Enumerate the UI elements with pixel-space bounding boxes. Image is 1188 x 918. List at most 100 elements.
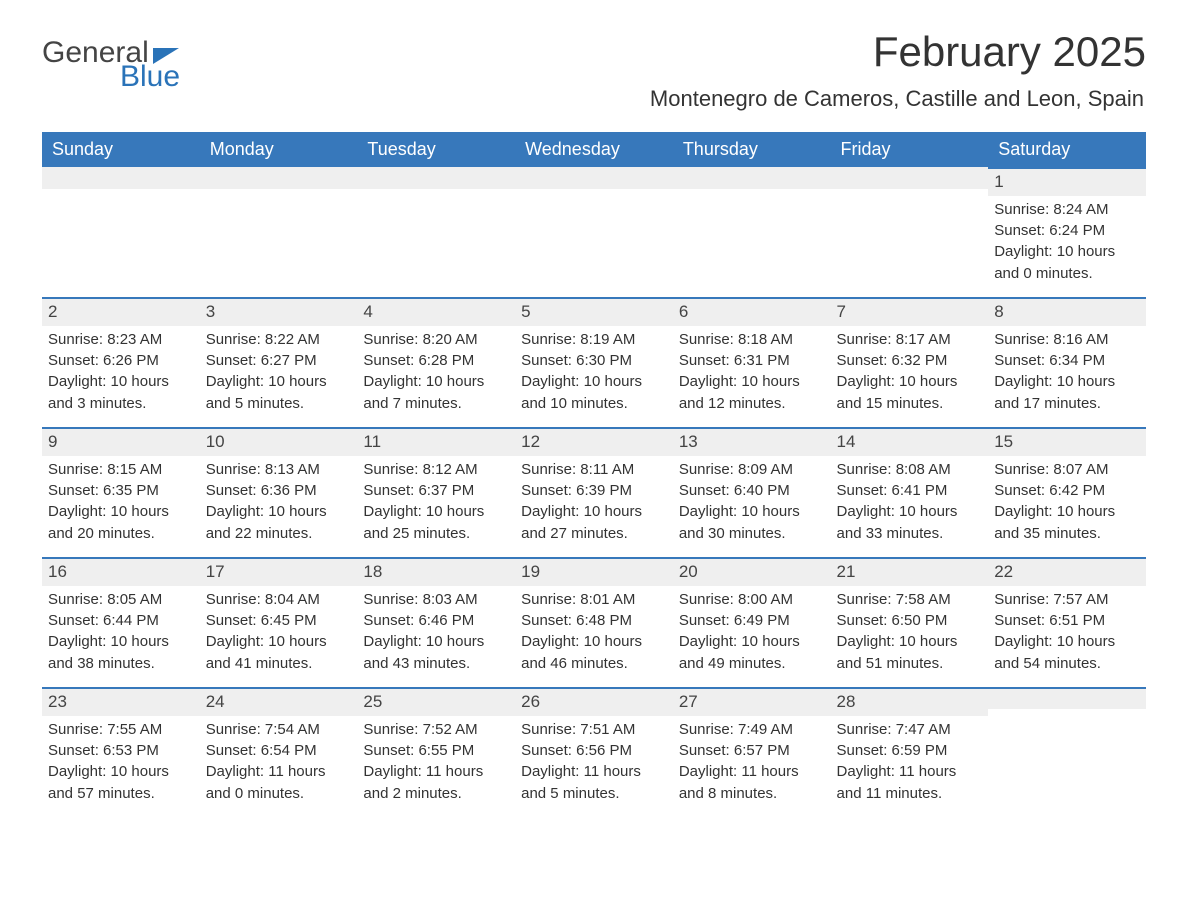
day-sunrise: Sunrise: 8:09 AM [679,460,825,480]
day-sunrise: Sunrise: 8:00 AM [679,590,825,610]
day-sunrise: Sunrise: 8:22 AM [206,330,352,350]
day-day2: and 5 minutes. [206,394,352,414]
day-sunset: Sunset: 6:59 PM [837,741,983,761]
day-sunset: Sunset: 6:39 PM [521,481,667,501]
day-day1: Daylight: 10 hours [363,502,509,522]
day-sunrise: Sunrise: 7:54 AM [206,720,352,740]
day-sunrise: Sunrise: 8:24 AM [994,200,1140,220]
col-saturday: Saturday [988,132,1146,167]
day-sunrise: Sunrise: 7:55 AM [48,720,194,740]
day-day1: Daylight: 10 hours [521,502,667,522]
day-day2: and 46 minutes. [521,654,667,674]
day-day1: Daylight: 10 hours [48,632,194,652]
day-day1: Daylight: 10 hours [679,372,825,392]
day-sunset: Sunset: 6:55 PM [363,741,509,761]
day-number-bar: 19 [515,557,673,586]
day-body: Sunrise: 8:22 AMSunset: 6:27 PMDaylight:… [200,326,358,425]
day-day1: Daylight: 10 hours [206,372,352,392]
day-day2: and 20 minutes. [48,524,194,544]
day-day2: and 0 minutes. [994,264,1140,284]
day-day2: and 38 minutes. [48,654,194,674]
calendar-day-cell: 9Sunrise: 8:15 AMSunset: 6:35 PMDaylight… [42,427,200,557]
day-day1: Daylight: 11 hours [206,762,352,782]
day-number-bar [988,687,1146,709]
day-sunrise: Sunrise: 8:11 AM [521,460,667,480]
day-day2: and 35 minutes. [994,524,1140,544]
day-body: Sunrise: 8:00 AMSunset: 6:49 PMDaylight:… [673,586,831,685]
day-day1: Daylight: 10 hours [521,632,667,652]
day-sunset: Sunset: 6:34 PM [994,351,1140,371]
day-sunrise: Sunrise: 8:20 AM [363,330,509,350]
calendar-day-cell: 26Sunrise: 7:51 AMSunset: 6:56 PMDayligh… [515,687,673,817]
calendar-week-row: 16Sunrise: 8:05 AMSunset: 6:44 PMDayligh… [42,557,1146,687]
day-sunrise: Sunrise: 8:04 AM [206,590,352,610]
day-day1: Daylight: 10 hours [363,372,509,392]
day-number-bar: 25 [357,687,515,716]
day-day1: Daylight: 10 hours [994,372,1140,392]
day-body: Sunrise: 8:19 AMSunset: 6:30 PMDaylight:… [515,326,673,425]
day-sunset: Sunset: 6:51 PM [994,611,1140,631]
day-body: Sunrise: 8:08 AMSunset: 6:41 PMDaylight:… [831,456,989,555]
day-number-bar: 28 [831,687,989,716]
calendar-day-cell: 22Sunrise: 7:57 AMSunset: 6:51 PMDayligh… [988,557,1146,687]
day-body: Sunrise: 8:04 AMSunset: 6:45 PMDaylight:… [200,586,358,685]
day-day2: and 49 minutes. [679,654,825,674]
day-day2: and 57 minutes. [48,784,194,804]
day-day1: Daylight: 10 hours [48,372,194,392]
day-sunrise: Sunrise: 7:58 AM [837,590,983,610]
day-number-bar: 11 [357,427,515,456]
day-number-bar: 18 [357,557,515,586]
day-sunset: Sunset: 6:27 PM [206,351,352,371]
day-sunset: Sunset: 6:35 PM [48,481,194,501]
day-sunrise: Sunrise: 7:51 AM [521,720,667,740]
calendar-day-cell: 7Sunrise: 8:17 AMSunset: 6:32 PMDaylight… [831,297,989,427]
day-body: Sunrise: 8:09 AMSunset: 6:40 PMDaylight:… [673,456,831,555]
day-body: Sunrise: 8:07 AMSunset: 6:42 PMDaylight:… [988,456,1146,555]
day-sunrise: Sunrise: 8:23 AM [48,330,194,350]
calendar-day-cell: 11Sunrise: 8:12 AMSunset: 6:37 PMDayligh… [357,427,515,557]
calendar-day-cell: 28Sunrise: 7:47 AMSunset: 6:59 PMDayligh… [831,687,989,817]
day-day1: Daylight: 10 hours [48,762,194,782]
day-number-bar: 13 [673,427,831,456]
calendar-day-cell [988,687,1146,817]
calendar-day-cell: 6Sunrise: 8:18 AMSunset: 6:31 PMDaylight… [673,297,831,427]
day-sunset: Sunset: 6:32 PM [837,351,983,371]
day-sunrise: Sunrise: 8:01 AM [521,590,667,610]
day-number-bar [515,167,673,189]
day-number-bar [831,167,989,189]
calendar-day-cell [515,167,673,297]
day-number-bar: 22 [988,557,1146,586]
day-day1: Daylight: 10 hours [837,372,983,392]
day-body: Sunrise: 8:11 AMSunset: 6:39 PMDaylight:… [515,456,673,555]
col-sunday: Sunday [42,132,200,167]
calendar-day-cell: 3Sunrise: 8:22 AMSunset: 6:27 PMDaylight… [200,297,358,427]
calendar-day-cell: 25Sunrise: 7:52 AMSunset: 6:55 PMDayligh… [357,687,515,817]
day-sunset: Sunset: 6:26 PM [48,351,194,371]
day-sunset: Sunset: 6:41 PM [837,481,983,501]
col-wednesday: Wednesday [515,132,673,167]
calendar-day-cell: 8Sunrise: 8:16 AMSunset: 6:34 PMDaylight… [988,297,1146,427]
day-day2: and 27 minutes. [521,524,667,544]
weekday-header-row: Sunday Monday Tuesday Wednesday Thursday… [42,132,1146,167]
col-monday: Monday [200,132,358,167]
day-sunrise: Sunrise: 8:05 AM [48,590,194,610]
day-sunset: Sunset: 6:31 PM [679,351,825,371]
day-day1: Daylight: 10 hours [206,502,352,522]
day-day2: and 30 minutes. [679,524,825,544]
col-friday: Friday [831,132,989,167]
day-number-bar: 21 [831,557,989,586]
day-day2: and 15 minutes. [837,394,983,414]
day-sunrise: Sunrise: 8:17 AM [837,330,983,350]
calendar-day-cell [831,167,989,297]
day-body: Sunrise: 7:51 AMSunset: 6:56 PMDaylight:… [515,716,673,815]
day-body: Sunrise: 7:49 AMSunset: 6:57 PMDaylight:… [673,716,831,815]
calendar-day-cell: 19Sunrise: 8:01 AMSunset: 6:48 PMDayligh… [515,557,673,687]
day-day2: and 51 minutes. [837,654,983,674]
calendar-day-cell: 13Sunrise: 8:09 AMSunset: 6:40 PMDayligh… [673,427,831,557]
day-sunset: Sunset: 6:49 PM [679,611,825,631]
day-number-bar: 24 [200,687,358,716]
day-number-bar: 20 [673,557,831,586]
day-day2: and 43 minutes. [363,654,509,674]
day-sunrise: Sunrise: 8:19 AM [521,330,667,350]
day-sunset: Sunset: 6:56 PM [521,741,667,761]
